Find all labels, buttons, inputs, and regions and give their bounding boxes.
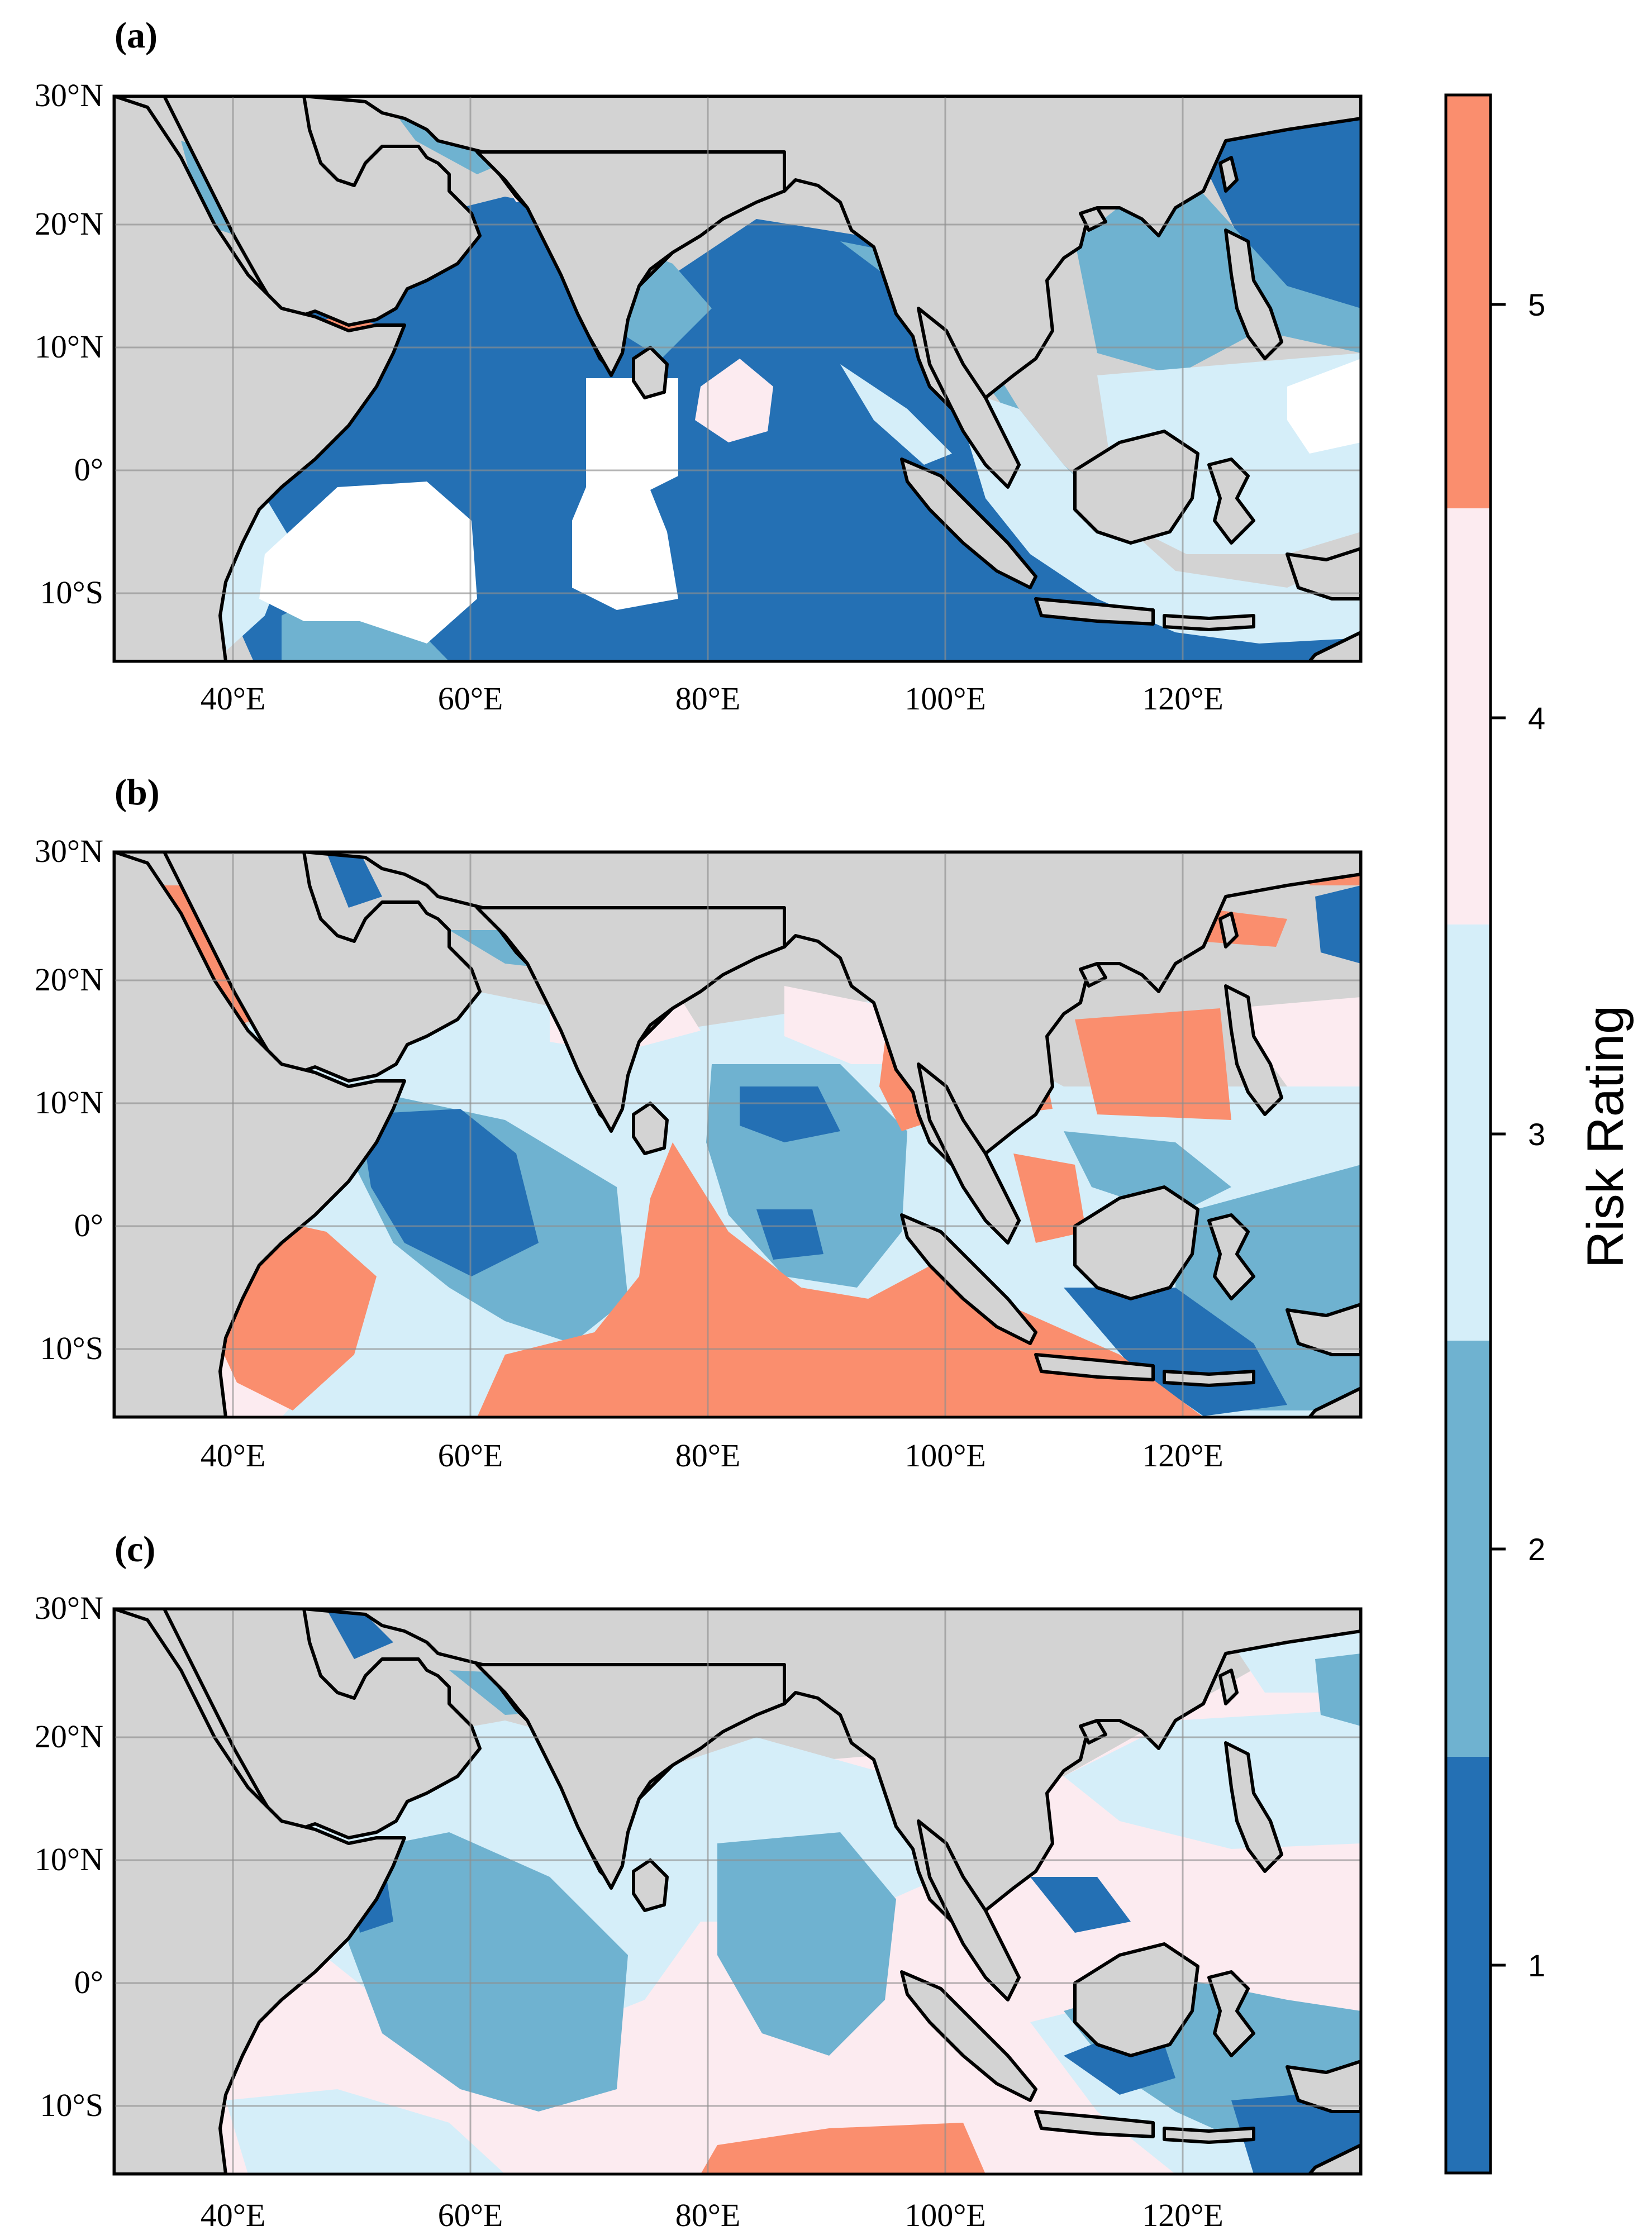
svg-text:80°E: 80°E: [675, 680, 741, 717]
svg-text:120°E: 120°E: [1142, 2197, 1223, 2233]
svg-text:20°N: 20°N: [35, 206, 103, 242]
svg-text:30°N: 30°N: [35, 1590, 103, 1626]
svg-text:20°N: 20°N: [35, 1718, 103, 1755]
svg-text:40°E: 40°E: [201, 1437, 266, 1474]
svg-text:120°E: 120°E: [1142, 680, 1223, 717]
svg-text:80°E: 80°E: [675, 2197, 741, 2233]
svg-text:100°E: 100°E: [904, 1437, 986, 1474]
gridlines-c: [114, 1609, 1361, 2174]
svg-text:10°N: 10°N: [35, 1084, 103, 1121]
colorbar-tick-4: 4: [1528, 700, 1545, 736]
svg-text:10°N: 10°N: [35, 328, 103, 365]
lat-labels-a: 30°N 20°N 10°N 0° 10°S: [35, 77, 103, 611]
colorbar-swatch-5: [1446, 95, 1491, 508]
svg-text:120°E: 120°E: [1142, 1437, 1223, 1474]
svg-text:60°E: 60°E: [438, 2197, 503, 2233]
gridlines-a: [114, 96, 1361, 661]
svg-text:80°E: 80°E: [675, 1437, 741, 1474]
map-frame-a: [112, 94, 1363, 663]
map-frame-b: [112, 850, 1363, 1419]
svg-text:0°: 0°: [74, 1964, 103, 2000]
svg-text:10°S: 10°S: [40, 1330, 103, 1366]
colorbar-swatch-4: [1446, 508, 1491, 924]
svg-text:10°S: 10°S: [40, 2087, 103, 2123]
colorbar-swatch-3: [1446, 924, 1491, 1341]
svg-text:60°E: 60°E: [438, 1437, 503, 1474]
svg-text:20°N: 20°N: [35, 961, 103, 998]
svg-text:0°: 0°: [74, 451, 103, 488]
svg-text:60°E: 60°E: [438, 680, 503, 717]
colorbar-tick-2: 2: [1528, 1532, 1545, 1567]
svg-text:30°N: 30°N: [35, 77, 103, 113]
svg-text:30°N: 30°N: [35, 833, 103, 869]
colorbar-title: Risk Rating: [1577, 1005, 1634, 1268]
svg-text:100°E: 100°E: [904, 680, 986, 717]
svg-text:10°S: 10°S: [40, 574, 103, 611]
lon-labels-b: 40°E 60°E 80°E 100°E 120°E: [201, 1437, 1223, 1474]
colorbar-tick-3: 3: [1528, 1117, 1545, 1152]
colorbar-ticks: [1491, 303, 1506, 1967]
svg-text:100°E: 100°E: [904, 2197, 986, 2233]
map-frame-c: [112, 1607, 1363, 2176]
svg-text:0°: 0°: [74, 1207, 103, 1243]
colorbar-tick-5: 5: [1528, 287, 1545, 322]
panel-label-b: (b): [115, 772, 160, 813]
svg-text:10°N: 10°N: [35, 1841, 103, 1877]
panel-c: (c): [35, 1529, 1363, 2233]
lat-labels-c: 30°N 20°N 10°N 0° 10°S: [35, 1590, 103, 2123]
lon-labels-a: 40°E 60°E 80°E 100°E 120°E: [201, 680, 1223, 717]
svg-text:40°E: 40°E: [201, 680, 266, 717]
panel-label-a: (a): [115, 15, 158, 56]
colorbar-swatch-1: [1446, 1757, 1491, 2173]
colorbar: 5 4 3 2 1 Risk Rating: [1444, 93, 1634, 2175]
svg-text:40°E: 40°E: [201, 2197, 266, 2233]
panel-label-c: (c): [115, 1529, 155, 1570]
lon-labels-c: 40°E 60°E 80°E 100°E 120°E: [201, 2197, 1223, 2233]
panel-b: (b): [35, 772, 1363, 1474]
gridlines-b: [114, 852, 1361, 1417]
lat-labels-b: 30°N 20°N 10°N 0° 10°S: [35, 833, 103, 1366]
colorbar-swatch-2: [1446, 1341, 1491, 1757]
panel-a: (a): [35, 15, 1363, 717]
colorbar-tick-1: 1: [1528, 1948, 1545, 1983]
